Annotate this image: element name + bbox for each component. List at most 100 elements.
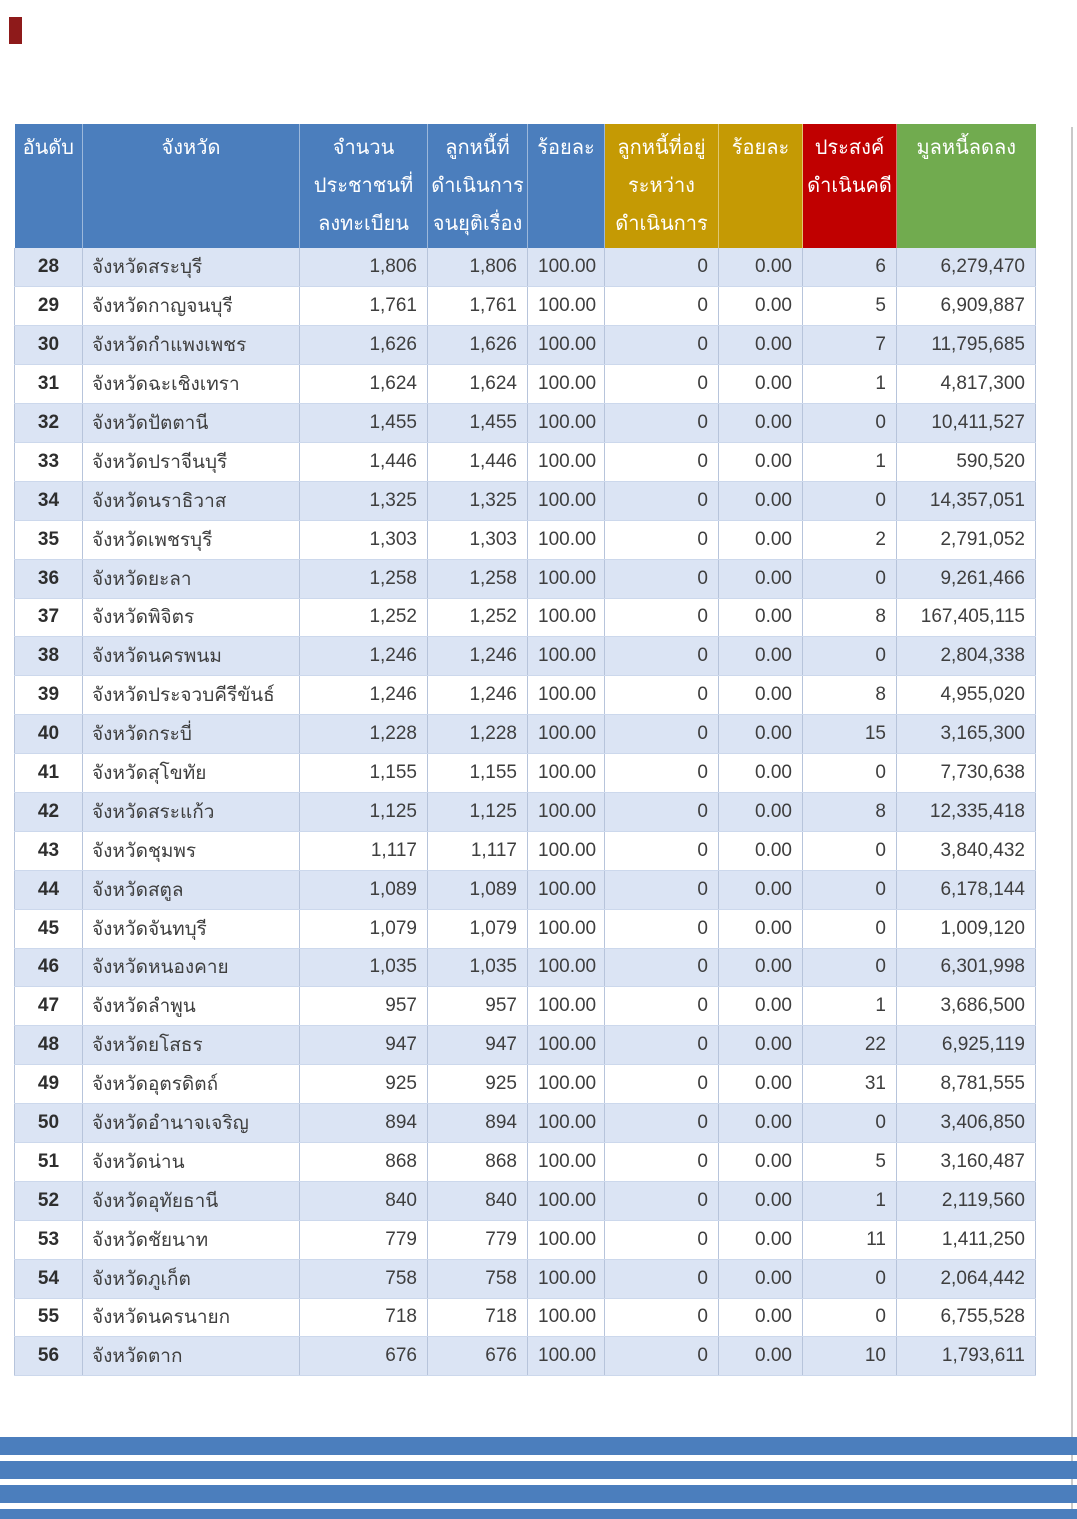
cell-pct-resolved: 100.00 (527, 675, 605, 716)
cell-debt-reduced: 2,064,442 (896, 1259, 1036, 1299)
cell-registered: 1,626 (299, 325, 428, 366)
cell-in-progress: 0 (604, 636, 719, 677)
footer-stripe (0, 1461, 1077, 1479)
cell-rank: 32 (14, 403, 83, 443)
cell-pct-in-progress: 0.00 (718, 792, 803, 832)
cell-province: จังหวัดยโสธร (82, 1025, 300, 1066)
cell-resolved: 868 (427, 1142, 528, 1182)
header-cell-resolved: ลูกหนี้ที่ ดำเนินการ จนยุติเรื่อง (427, 124, 528, 248)
table-row: 54 จังหวัดภูเก็ต 758 758 100.00 0 0.00 0 2,064,4… (14, 1259, 1036, 1299)
cell-rank: 38 (14, 636, 83, 677)
cell-province: จังหวัดนครพนม (82, 636, 300, 677)
cell-pct-in-progress: 0.00 (718, 248, 803, 288)
cell-registered: 894 (299, 1103, 428, 1143)
cell-rank: 52 (14, 1181, 83, 1221)
cell-resolved: 1,228 (427, 714, 528, 755)
cell-prosecute: 31 (802, 1064, 897, 1105)
table-row: 31 จังหวัดฉะเชิงเทรา 1,624 1,624 100.00 0 0.00… (14, 364, 1036, 405)
cell-province: จังหวัดอำนาจเจริญ (82, 1103, 300, 1143)
cell-resolved: 718 (427, 1298, 528, 1338)
table-row: 28 จังหวัดสระบุรี 1,806 1,806 100.00 0 0.00 6 6,… (14, 248, 1036, 288)
cell-debt-reduced: 7,730,638 (896, 753, 1036, 793)
cell-rank: 29 (14, 286, 83, 327)
cell-rank: 28 (14, 248, 83, 288)
cell-debt-reduced: 11,795,685 (896, 325, 1036, 366)
cell-resolved: 1,035 (427, 948, 528, 988)
cell-pct-resolved: 100.00 (527, 636, 605, 677)
table-row: 32 จังหวัดปัตตานี 1,455 1,455 100.00 0 0.00 0 10… (14, 403, 1036, 443)
cell-prosecute: 10 (802, 1336, 897, 1377)
header-cell-province: จังหวัด (82, 124, 300, 248)
header-row: อันดับ จังหวัด จำนวน ประชาชนที่ ลงทะเบียนล… (14, 124, 1036, 248)
cell-in-progress: 0 (604, 1064, 719, 1105)
cell-pct-in-progress: 0.00 (718, 520, 803, 560)
cell-in-progress: 0 (604, 753, 719, 793)
cell-resolved: 1,325 (427, 481, 528, 521)
footer-stripe (0, 1509, 1077, 1519)
cell-in-progress: 0 (604, 442, 719, 482)
cell-pct-in-progress: 0.00 (718, 1025, 803, 1066)
cell-pct-in-progress: 0.00 (718, 481, 803, 521)
cell-debt-reduced: 3,165,300 (896, 714, 1036, 755)
cell-resolved: 925 (427, 1064, 528, 1105)
cell-resolved: 894 (427, 1103, 528, 1143)
cell-pct-in-progress: 0.00 (718, 636, 803, 677)
cell-resolved: 1,455 (427, 403, 528, 443)
cell-pct-resolved: 100.00 (527, 1064, 605, 1105)
cell-pct-resolved: 100.00 (527, 1298, 605, 1338)
cell-pct-in-progress: 0.00 (718, 559, 803, 599)
debtor-table: อันดับ จังหวัด จำนวน ประชาชนที่ ลงทะเบียนล… (14, 124, 1036, 1377)
footer-stripe (0, 1437, 1077, 1455)
cell-rank: 42 (14, 792, 83, 832)
cell-in-progress: 0 (604, 598, 719, 638)
cell-province: จังหวัดน่าน (82, 1142, 300, 1182)
cell-pct-in-progress: 0.00 (718, 1298, 803, 1338)
cell-prosecute: 8 (802, 675, 897, 716)
cell-debt-reduced: 6,301,998 (896, 948, 1036, 988)
cell-registered: 1,246 (299, 675, 428, 716)
cell-rank: 35 (14, 520, 83, 560)
cell-debt-reduced: 1,793,611 (896, 1336, 1036, 1377)
cell-debt-reduced: 4,955,020 (896, 675, 1036, 716)
table-row: 46 จังหวัดหนองคาย 1,035 1,035 100.00 0 0.00 0 6,… (14, 948, 1036, 988)
cell-pct-resolved: 100.00 (527, 403, 605, 443)
cell-rank: 34 (14, 481, 83, 521)
cell-pct-resolved: 100.00 (527, 948, 605, 988)
table-row: 48 จังหวัดยโสธร 947 947 100.00 0 0.00 22 6,925,1… (14, 1025, 1036, 1066)
header-cell-debt-reduced: มูลหนี้ลดลง (896, 124, 1036, 248)
cell-rank: 55 (14, 1298, 83, 1338)
table-row: 40 จังหวัดกระบี่ 1,228 1,228 100.00 0 0.00 15 3,… (14, 714, 1036, 755)
cell-province: จังหวัดประจวบคีรีขันธ์ (82, 675, 300, 716)
cell-prosecute: 0 (802, 948, 897, 988)
cell-resolved: 779 (427, 1220, 528, 1260)
cell-resolved: 957 (427, 986, 528, 1027)
cell-registered: 676 (299, 1336, 428, 1377)
cell-pct-resolved: 100.00 (527, 442, 605, 482)
cell-prosecute: 0 (802, 870, 897, 910)
footer-stripe (0, 1485, 1077, 1503)
cell-registered: 779 (299, 1220, 428, 1260)
cell-province: จังหวัดกาญจนบุรี (82, 286, 300, 327)
cell-pct-resolved: 100.00 (527, 598, 605, 638)
cell-province: จังหวัดยะลา (82, 559, 300, 599)
cell-in-progress: 0 (604, 948, 719, 988)
cell-resolved: 1,446 (427, 442, 528, 482)
cell-pct-in-progress: 0.00 (718, 714, 803, 755)
cell-registered: 1,252 (299, 598, 428, 638)
cell-province: จังหวัดชุมพร (82, 831, 300, 871)
table-row: 36 จังหวัดยะลา 1,258 1,258 100.00 0 0.00 0 9,261… (14, 559, 1036, 599)
cell-resolved: 1,258 (427, 559, 528, 599)
cell-pct-in-progress: 0.00 (718, 1142, 803, 1182)
cell-pct-resolved: 100.00 (527, 286, 605, 327)
cell-pct-resolved: 100.00 (527, 1025, 605, 1066)
cell-province: จังหวัดสตูล (82, 870, 300, 910)
cell-pct-in-progress: 0.00 (718, 1181, 803, 1221)
cell-in-progress: 0 (604, 325, 719, 366)
cell-in-progress: 0 (604, 286, 719, 327)
cell-resolved: 1,303 (427, 520, 528, 560)
cell-registered: 718 (299, 1298, 428, 1338)
cell-rank: 39 (14, 675, 83, 716)
cell-province: จังหวัดหนองคาย (82, 948, 300, 988)
cell-pct-resolved: 100.00 (527, 831, 605, 871)
cell-in-progress: 0 (604, 559, 719, 599)
